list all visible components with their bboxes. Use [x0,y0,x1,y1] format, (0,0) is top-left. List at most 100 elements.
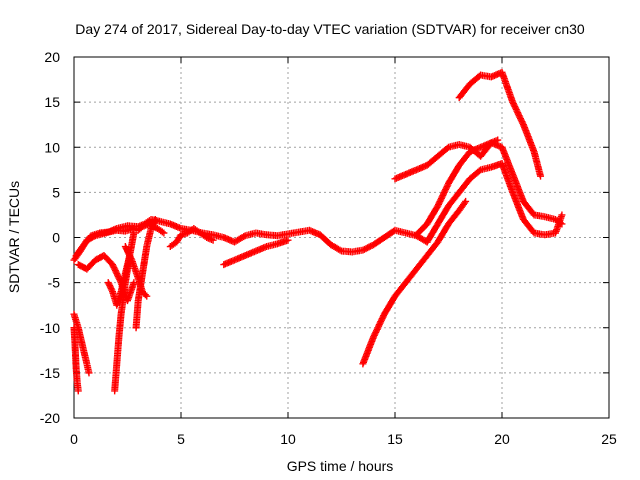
series-track-12 [359,197,470,368]
interpolated-points [360,242,376,253]
interpolated-points [446,208,462,227]
interpolated-points [499,70,516,105]
interpolated-points [520,122,537,154]
x-tick-label: 25 [601,431,617,447]
data-point [209,236,217,244]
x-tick-label: 10 [280,431,296,447]
interpolated-points [424,239,441,258]
interpolated-points [371,234,387,248]
interpolated-points [143,226,155,249]
data-point [151,215,159,223]
data-point [160,229,168,237]
y-tick-label: 0 [52,230,60,246]
x-tick-label: 20 [494,431,510,447]
data-point [284,236,292,244]
interpolated-points [204,234,215,243]
interpolated-points [446,190,462,209]
interpolated-points [414,253,430,272]
interpolated-points [124,280,137,303]
interpolated-points [136,224,145,233]
series-track-4 [70,310,93,377]
axis-ticks: 0 5 10 15 20 25 -20 -15 -10 -5 0 5 10 15 20 [40,49,617,447]
interpolated-points [521,199,537,218]
y-tick-label: -20 [40,410,60,426]
interpolated-points [467,167,483,182]
interpolated-points [499,145,516,177]
data-point [537,172,545,180]
interpolated-points [424,153,440,168]
series-track-9 [132,215,159,332]
interpolated-points [128,258,142,280]
interpolated-points [174,232,184,245]
interpolated-points [467,72,483,87]
interpolated-points [456,149,473,168]
interpolated-points [109,262,124,285]
interpolated-points [435,181,452,208]
interpolated-points [185,226,196,236]
data-point [143,292,151,300]
series-track-13 [391,136,502,183]
interpolated-points [101,253,115,267]
y-axis-label: SDTVAR / TECUs [6,181,22,293]
x-axis-label: GPS time / hours [287,458,394,474]
series-track-16 [455,68,545,180]
interpolated-points [232,233,248,245]
interpolated-points [328,242,344,254]
interpolated-points [424,203,441,227]
x-tick-label: 0 [70,431,78,447]
x-tick-label: 5 [177,431,185,447]
interpolated-points [456,199,469,213]
chart-title: Day 274 of 2017, Sidereal Day-to-day VTE… [75,21,585,37]
interpolated-points [198,230,209,240]
data-points [70,68,566,395]
interpolated-points [435,144,451,159]
interpolated-points [140,289,149,299]
interpolated-points [360,334,377,366]
interpolated-points [414,221,430,238]
interpolated-points [179,229,190,238]
interpolated-points [445,163,462,186]
data-point [74,387,82,395]
interpolated-points [155,226,166,236]
data-point [130,279,138,287]
interpolated-points [370,312,388,339]
series-track-3 [220,236,292,269]
interpolated-points [140,221,151,230]
interpolated-points [80,233,94,249]
interpolated-points [531,149,544,178]
series-track-5 [70,324,82,395]
interpolated-points [168,239,179,249]
interpolated-points [148,217,159,231]
y-tick-label: 20 [44,49,60,65]
series-track-15 [423,159,566,246]
interpolated-points [392,280,409,299]
interpolated-points [435,203,452,227]
interpolated-points [403,266,419,285]
x-tick-label: 15 [387,431,403,447]
series-track-11 [166,224,217,251]
interpolated-points [381,294,398,317]
y-tick-label: -15 [40,365,60,381]
interpolated-points [105,280,116,294]
interpolated-points [435,221,452,245]
interpolated-points [317,232,334,248]
interpolated-points [84,257,98,272]
interpolated-points [73,244,85,258]
interpolated-points [79,343,90,366]
series-track-14 [412,139,566,239]
interpolated-points [509,190,527,222]
y-tick-label: 10 [44,139,60,155]
y-tick-label: -5 [48,275,61,291]
y-tick-label: 5 [52,184,60,200]
y-tick-label: -10 [40,320,60,336]
interpolated-points [499,161,516,195]
data-point [85,369,93,377]
interpolated-points [509,172,527,204]
interpolated-points [75,325,86,348]
interpolated-points [456,176,473,195]
interpolated-points [424,221,441,245]
interpolated-points [456,81,473,100]
data-point [130,229,138,237]
